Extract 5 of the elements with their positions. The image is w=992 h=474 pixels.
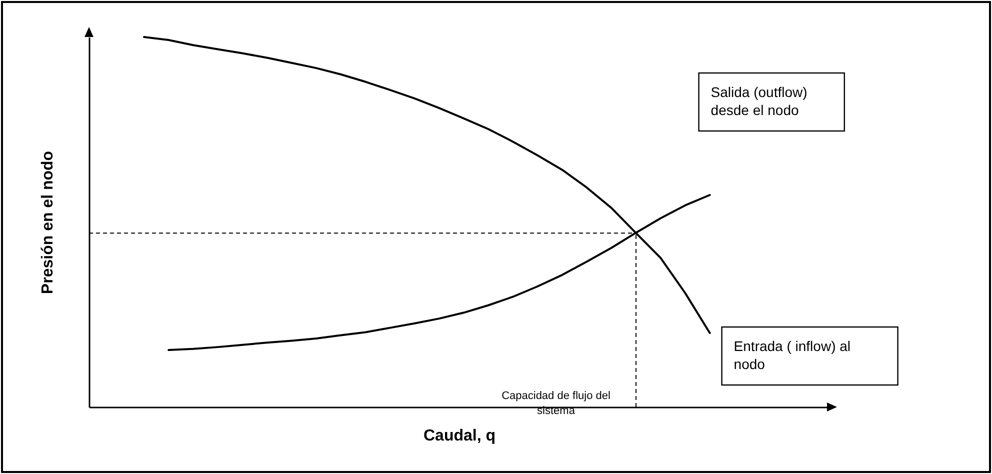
y-axis-title: Presión en el nodo (40, 150, 56, 294)
annotation: Capacidad de flujo del sistema (502, 390, 610, 417)
series-label: Entrada ( inflow) al nodo (734, 338, 851, 372)
text: Salida (outflow) desde el nodo (710, 84, 808, 118)
x-axis-title: Caudal, q (423, 428, 496, 444)
